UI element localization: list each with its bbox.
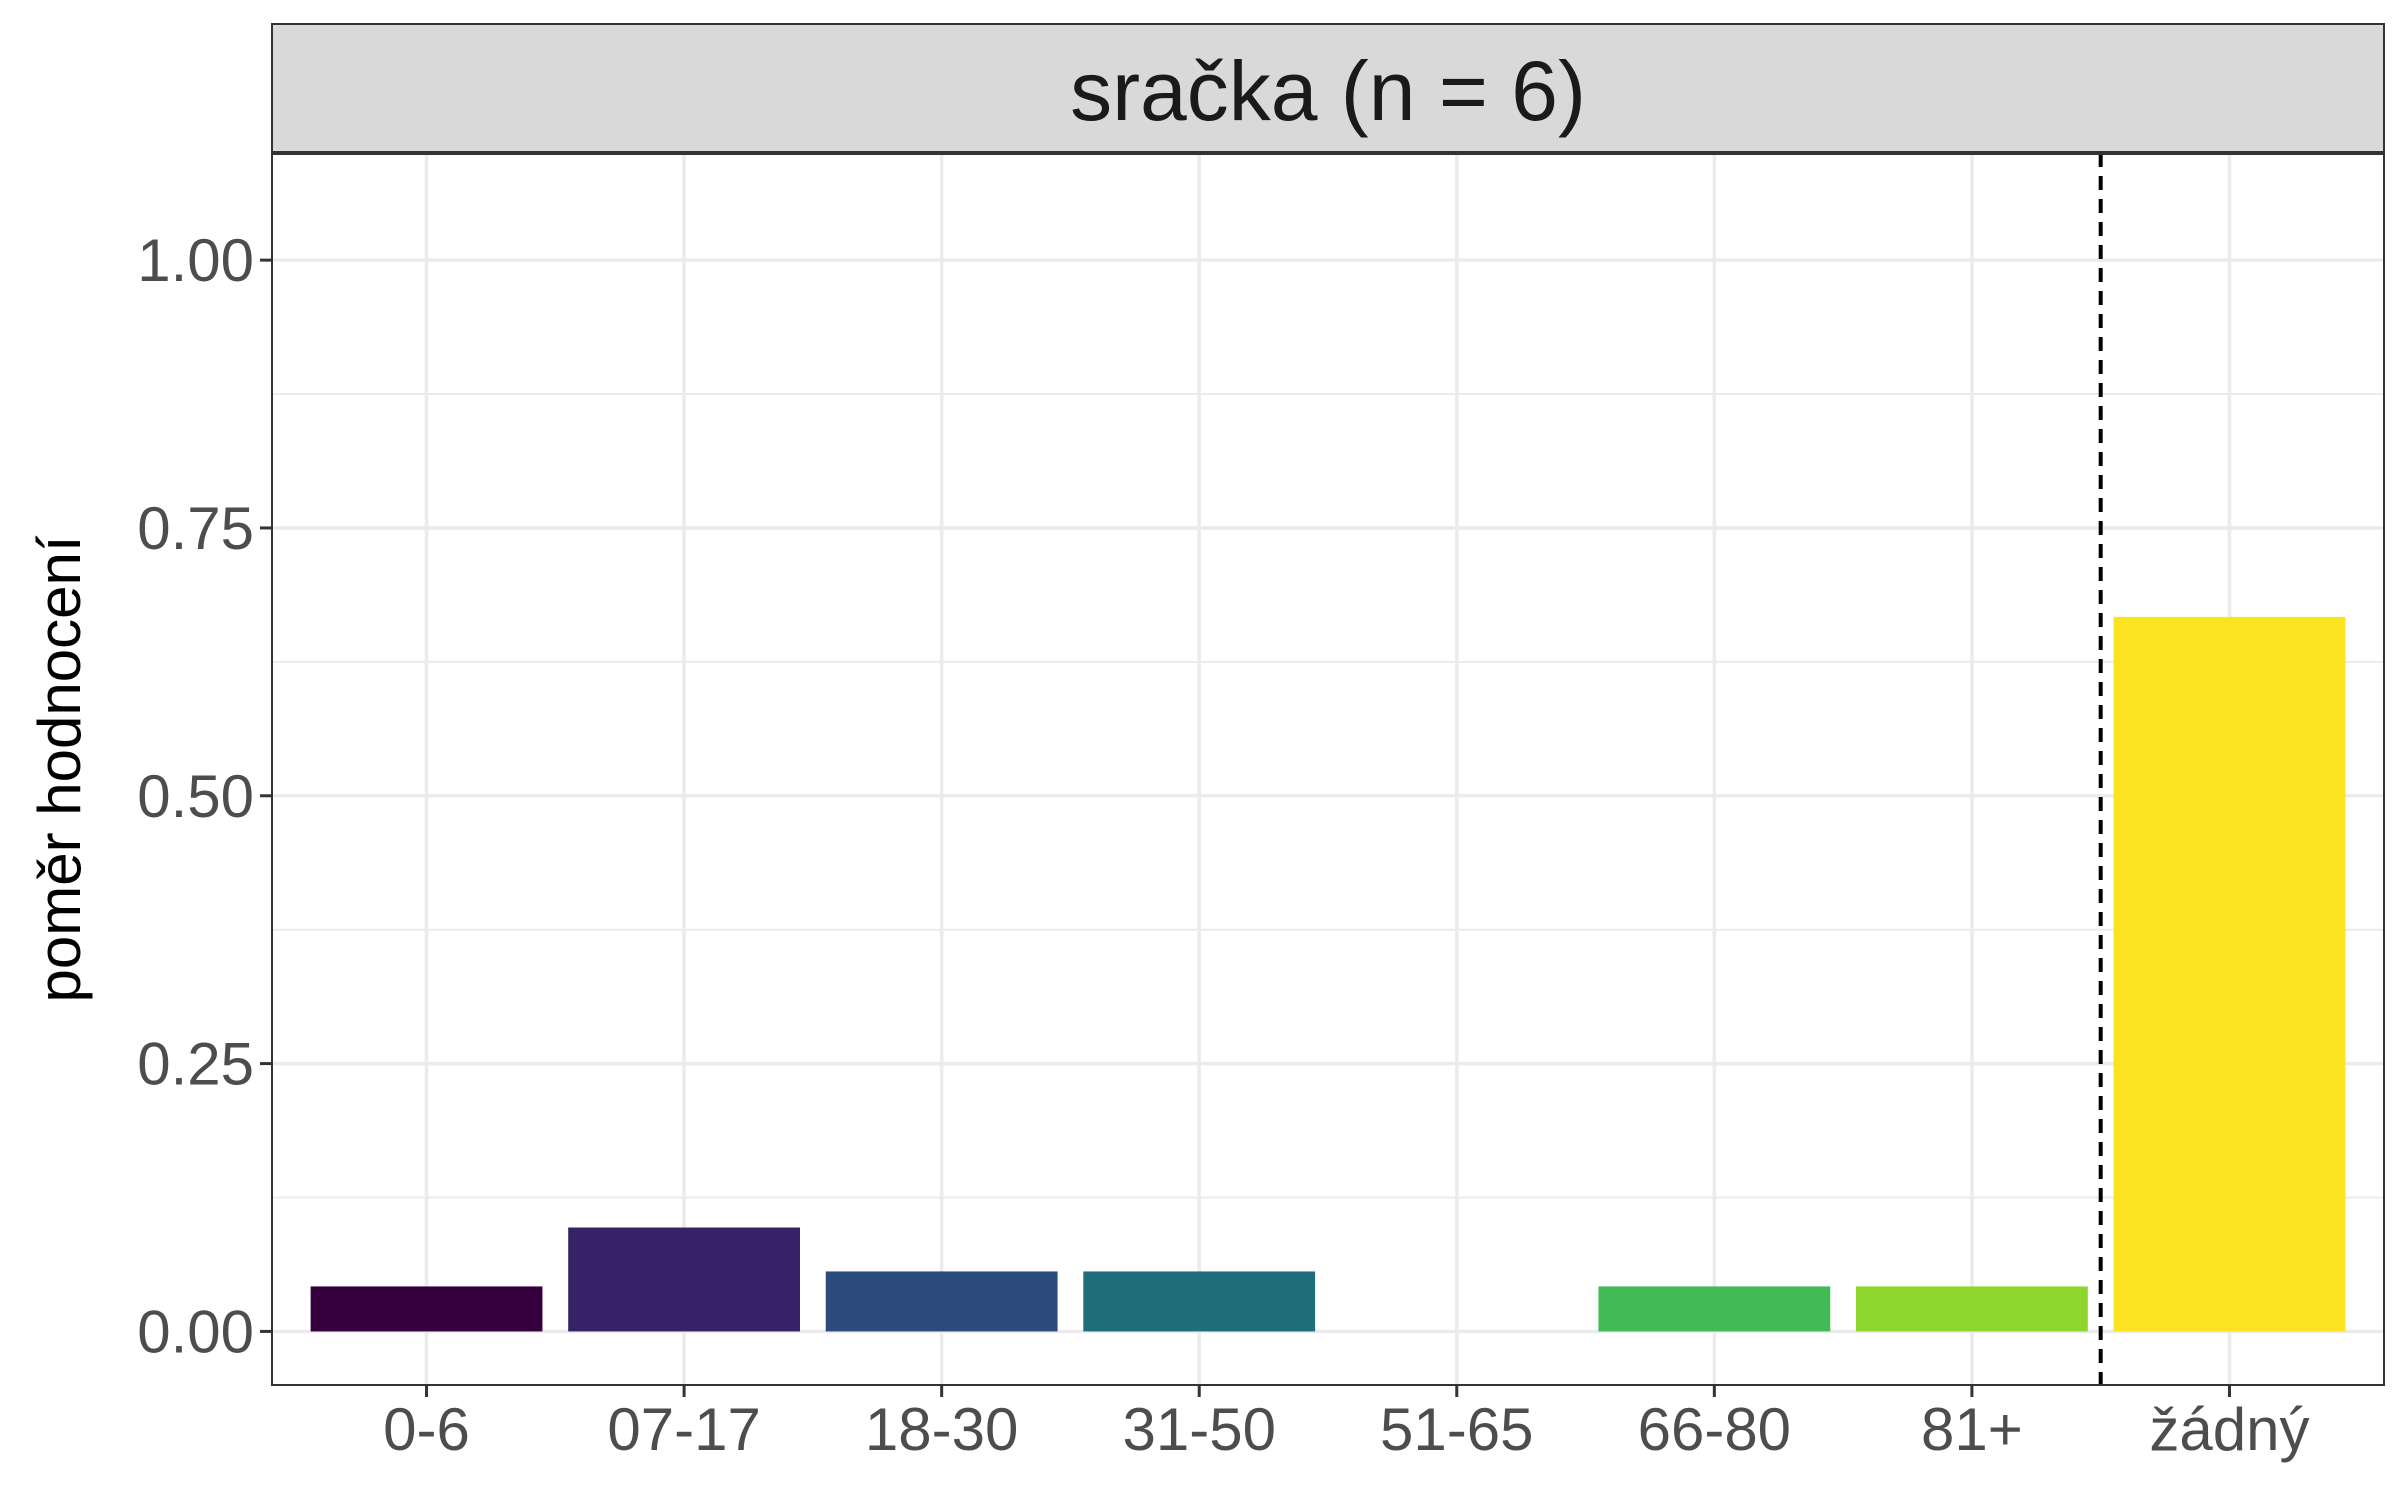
facet-strip-title: sračka (n = 6): [1070, 44, 1586, 138]
bar-31-50: [1083, 1271, 1316, 1332]
bar-0-6: [310, 1286, 543, 1332]
x-tick-label: 81+: [1921, 1396, 2023, 1463]
facet-strip: [271, 23, 2385, 154]
x-tick-label: 31-50: [1122, 1396, 1275, 1463]
x-tick-label: 66-80: [1638, 1396, 1791, 1463]
x-tick-label: žádný: [2149, 1396, 2309, 1463]
bar-81+: [1856, 1286, 2088, 1332]
y-axis: 0.00 0.25 0.50 0.75 1.00: [137, 227, 272, 1365]
x-tick-label: 18-30: [865, 1396, 1018, 1463]
y-tick-label: 0.50: [137, 763, 254, 830]
x-tick-label: 07-17: [607, 1396, 760, 1463]
y-tick-label: 1.00: [137, 227, 254, 294]
bar-66-80: [1598, 1286, 1831, 1332]
y-tick-label: 0.00: [137, 1298, 254, 1365]
x-tick-label: 0-6: [383, 1396, 470, 1463]
y-tick-label: 0.25: [137, 1031, 254, 1098]
y-tick-label: 0.75: [137, 495, 254, 562]
bar-07-17: [568, 1227, 800, 1332]
plot-panel-background: [272, 153, 2384, 1385]
x-axis: 0-6 07-17 18-30 31-50 51-65 66-80 81+ žádný: [383, 1385, 2310, 1463]
bar-18-30: [825, 1271, 1058, 1332]
grid-lines: [272, 153, 2384, 1385]
bars: [310, 616, 2346, 1332]
bar-žádný: [2113, 616, 2346, 1332]
x-tick-label: 51-65: [1380, 1396, 1533, 1463]
y-axis-title: poměr hodnocení: [26, 535, 93, 1002]
